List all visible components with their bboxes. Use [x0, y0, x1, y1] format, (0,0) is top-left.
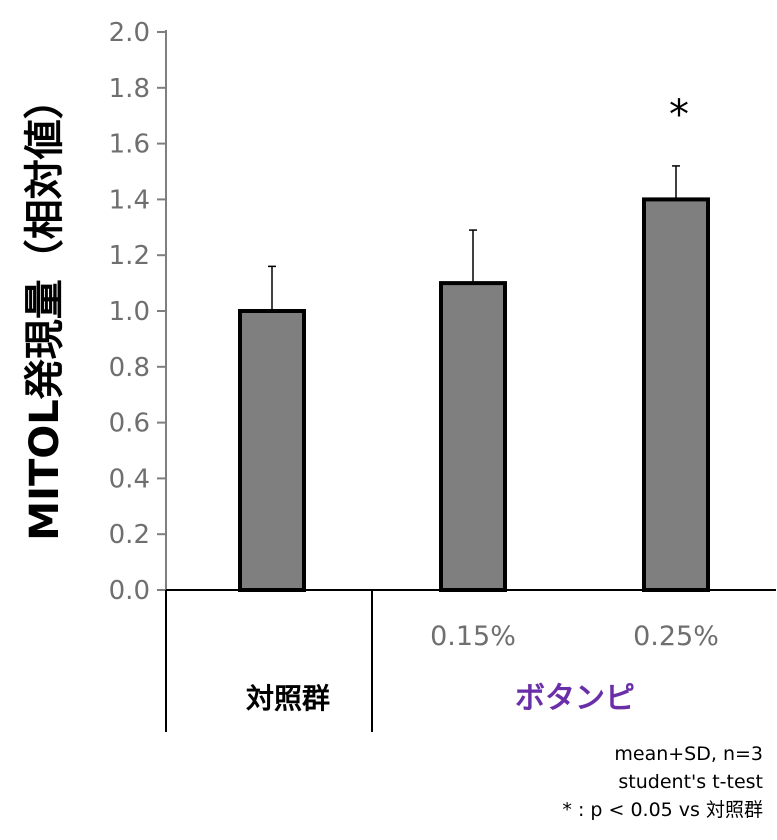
y-axis-label: MITOL発現量（相対値） [22, 79, 68, 540]
group-label: ボタンピ [515, 681, 635, 716]
bar [642, 197, 710, 592]
y-tick-label: 0.2 [109, 520, 150, 550]
y-tick-label: 1.8 [109, 74, 150, 104]
statistics-notes: mean+SD, n=3 student's t-test * : p < 0.… [562, 740, 763, 824]
x-tick-label: 0.15% [430, 621, 516, 652]
y-tick-label: 0.6 [109, 409, 150, 439]
significance-marker: * [669, 92, 689, 138]
x-tick-label: 0.25% [633, 621, 719, 652]
y-tick-label: 0.4 [109, 464, 150, 494]
y-tick-label: 1.2 [109, 241, 150, 271]
y-tick-label: 0.8 [109, 353, 150, 383]
y-tick-label: 0.0 [109, 576, 150, 606]
bar-chart: MITOL発現量（相対値） 0.0 0.2 0.4 0.6 0.8 1.0 1.2 1.4 1.… [22, 18, 776, 732]
y-tick-label: 1.4 [109, 185, 150, 215]
group-label: 対照群 [246, 682, 330, 715]
y-tick-label: 1.0 [109, 297, 150, 327]
y-tick-label: 1.6 [109, 130, 150, 160]
note-line: student's t-test [618, 771, 763, 793]
note-line: * : p < 0.05 vs 対照群 [562, 799, 763, 821]
bar [439, 281, 507, 592]
y-tick-label: 2.0 [109, 18, 150, 48]
note-line: mean+SD, n=3 [614, 743, 763, 765]
bar [238, 309, 306, 592]
